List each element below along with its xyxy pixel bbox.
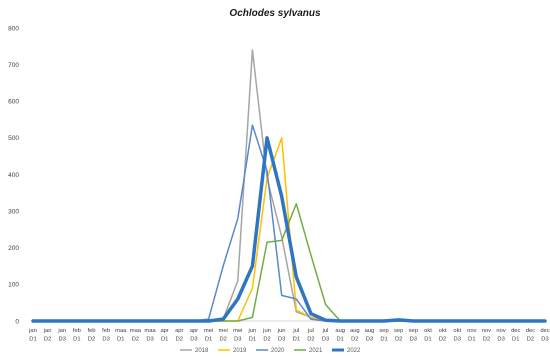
x-tick-label: aug D2 bbox=[350, 328, 360, 343]
x-tick-label: jul D3 bbox=[322, 328, 330, 343]
y-tick-label: 300 bbox=[8, 208, 19, 215]
x-tick-label: okt D1 bbox=[424, 328, 432, 343]
legend-label: 2019 bbox=[233, 348, 247, 354]
y-tick-label: 400 bbox=[8, 172, 19, 179]
x-tick-label: jul D1 bbox=[292, 328, 300, 343]
legend-label: 2021 bbox=[309, 348, 323, 354]
x-tick-label: maa D3 bbox=[144, 328, 156, 343]
y-axis: 0 100 200 300 400 500 600 700 800 bbox=[8, 25, 19, 325]
x-tick-label: feb D3 bbox=[102, 328, 110, 343]
y-tick-label: 200 bbox=[8, 245, 19, 252]
y-tick-label: 600 bbox=[8, 99, 19, 106]
x-tick-label: jun D2 bbox=[262, 328, 271, 343]
y-tick-label: 0 bbox=[15, 318, 19, 325]
x-tick-label: mei D3 bbox=[233, 328, 242, 343]
x-tick-label: okt D3 bbox=[453, 328, 461, 343]
x-tick-label: aug D1 bbox=[335, 328, 345, 343]
x-tick-label: aug D3 bbox=[365, 328, 375, 343]
x-tick-label: dec D1 bbox=[511, 328, 520, 343]
x-tick-label: maa D2 bbox=[130, 328, 142, 343]
x-tick-label: jan D1 bbox=[28, 328, 37, 343]
series-line-2022 bbox=[31, 136, 547, 323]
x-tick-label: feb D1 bbox=[73, 328, 81, 343]
x-tick-label: sep D1 bbox=[379, 328, 388, 343]
series-line-2018 bbox=[32, 49, 546, 322]
legend-label: 2022 bbox=[347, 348, 361, 354]
y-tick-label: 500 bbox=[8, 135, 19, 142]
x-tick-label: jun D1 bbox=[248, 328, 257, 343]
x-tick-label: okt D2 bbox=[439, 328, 447, 343]
x-tick-label: apr D2 bbox=[175, 328, 183, 343]
x-tick-label: apr D3 bbox=[190, 328, 198, 343]
x-tick-label: mei D2 bbox=[218, 328, 227, 343]
x-tick-label: jan D3 bbox=[57, 328, 66, 343]
y-tick-label: 800 bbox=[8, 25, 19, 32]
x-tick-label: nov D2 bbox=[482, 328, 491, 343]
x-tick-label: mei D1 bbox=[204, 328, 213, 343]
series-line-2021 bbox=[32, 203, 546, 322]
x-tick-label: jul D2 bbox=[307, 328, 315, 343]
x-tick-label: sep D2 bbox=[394, 328, 403, 343]
x-tick-label: feb D2 bbox=[87, 328, 95, 343]
x-tick-label: sep D3 bbox=[409, 328, 418, 343]
legend-label: 2020 bbox=[271, 348, 285, 354]
y-tick-label: 100 bbox=[8, 282, 19, 289]
x-tick-label: dec D3 bbox=[540, 328, 549, 343]
x-tick-label: nov D3 bbox=[496, 328, 505, 343]
legend-label: 2018 bbox=[195, 348, 209, 354]
legend: 2018 2019 2020 2021 2022 bbox=[180, 348, 361, 354]
y-tick-label: 700 bbox=[8, 62, 19, 69]
x-tick-label: apr D1 bbox=[160, 328, 168, 343]
chart-title: Ochlodes sylvanus bbox=[229, 8, 321, 19]
x-tick-label: jun D3 bbox=[277, 328, 286, 343]
x-tick-label: maa D1 bbox=[115, 328, 127, 343]
series-layer bbox=[31, 49, 547, 323]
x-tick-label: nov D1 bbox=[467, 328, 476, 343]
x-tick-label: jan D2 bbox=[43, 328, 52, 343]
x-tick-label: dec D2 bbox=[526, 328, 535, 343]
